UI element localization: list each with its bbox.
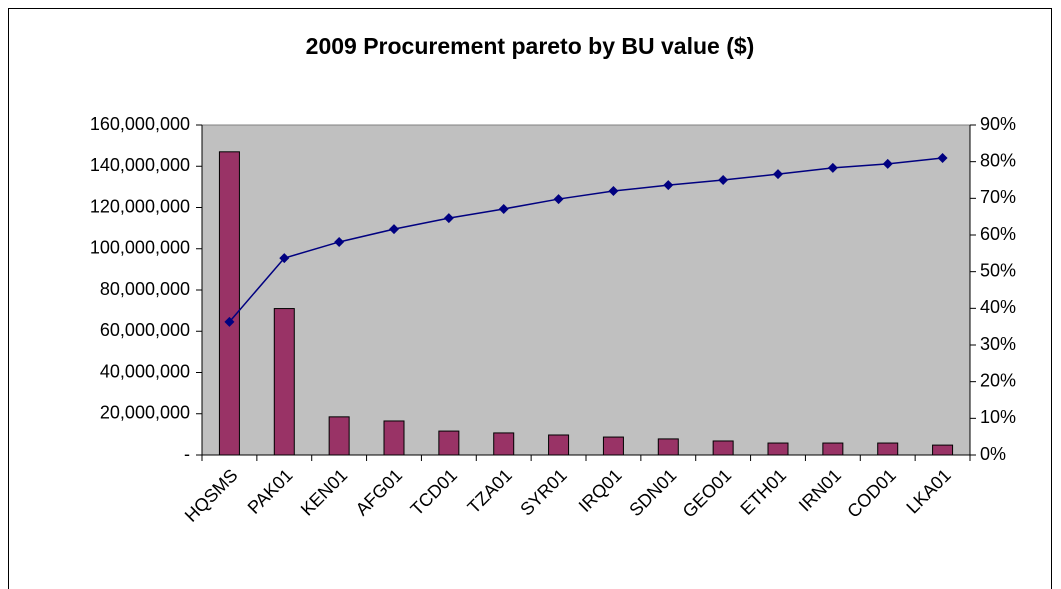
bar [328, 416, 350, 456]
marker [773, 169, 783, 180]
bar [877, 442, 899, 456]
marker [937, 153, 948, 163]
y-tick-label: 100,000,000 [90, 238, 190, 258]
marker [827, 162, 838, 173]
y-tick-label: 140,000,000 [90, 155, 190, 175]
y-tick-label: 160,000,000 [90, 114, 190, 134]
marker [443, 213, 454, 224]
y2-tick-label: 20% [980, 370, 1016, 390]
y-tick-label: - [184, 444, 190, 464]
chart-title: 2009 Procurement pareto by BU value ($) [306, 33, 755, 59]
marker [553, 194, 564, 205]
marker [224, 316, 235, 327]
y-tick-label: 20,000,000 [100, 403, 190, 423]
line [228, 157, 943, 323]
y2-tick-label: 30% [980, 334, 1016, 354]
bar [273, 308, 295, 456]
y-tick-label: 80,000,000 [100, 279, 190, 299]
bar [602, 436, 624, 456]
bar [712, 440, 734, 456]
y-tick-label: 40,000,000 [100, 361, 190, 381]
marker [718, 175, 729, 185]
bar [493, 432, 515, 456]
bar [218, 151, 240, 456]
bar [383, 420, 405, 456]
y-tick-label: 120,000,000 [90, 196, 190, 216]
bar [767, 442, 789, 456]
marker [389, 224, 399, 235]
bar [438, 430, 460, 456]
marker [663, 180, 674, 191]
y-tick-label: 60,000,000 [100, 320, 190, 340]
marker [882, 158, 893, 169]
y2-tick-label: 70% [980, 187, 1016, 207]
marker [498, 203, 509, 214]
marker [279, 253, 290, 264]
bar [822, 442, 844, 456]
y2-tick-label: 0% [980, 444, 1006, 464]
y2-tick-label: 90% [980, 114, 1016, 134]
y2-tick-label: 50% [980, 260, 1016, 280]
plot-area [201, 124, 971, 456]
bar [932, 444, 954, 456]
y2-tick-label: 40% [980, 297, 1016, 317]
marker [334, 236, 345, 247]
bar [548, 434, 570, 456]
bar [657, 438, 679, 456]
y2-tick-label: 10% [980, 407, 1016, 427]
y2-tick-label: 80% [980, 150, 1016, 170]
marker [608, 186, 619, 196]
y2-tick-label: 60% [980, 224, 1016, 244]
